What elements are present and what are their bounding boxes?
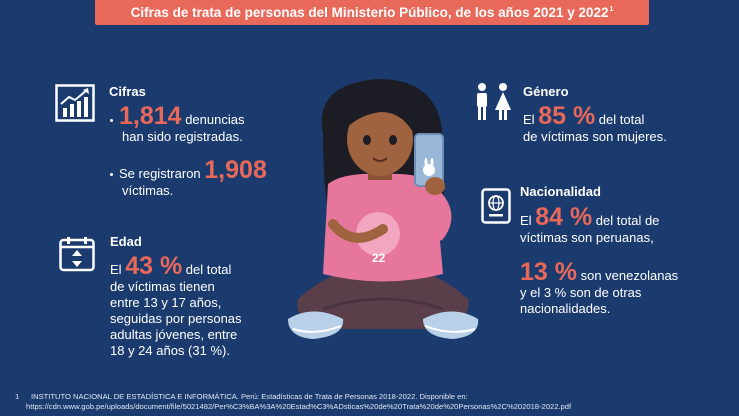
genero-prefix: El — [523, 112, 535, 127]
nacionalidad-line-1: del total de — [595, 213, 660, 228]
cifras-item-1: 1,814 denuncias han sido registradas. — [110, 104, 310, 145]
edad-prefix: El — [110, 262, 122, 277]
shirt-number: 22 — [372, 251, 386, 265]
nacionalidad-text-2: 13 % son venezolanas y el 3 % son de otr… — [520, 260, 735, 317]
edad-percent: 43 % — [125, 252, 183, 280]
edad-line-2: de víctimas tienen — [110, 279, 215, 294]
nacionalidad-percent: 84 % — [535, 203, 593, 231]
edad-heading: Edad — [110, 234, 142, 249]
passport-icon — [481, 188, 511, 224]
cifras-item-1-text-a: denuncias — [185, 112, 245, 127]
genero-line-1: del total — [598, 112, 645, 127]
gender-people-icon — [477, 83, 511, 120]
genero-text: El 85 % del total de víctimas son mujere… — [523, 104, 733, 145]
genero-heading: Género — [523, 84, 569, 99]
girl-with-phone-illustration: 22 — [288, 79, 479, 339]
nacionalidad-line-2: víctimas son peruanas, — [520, 230, 654, 245]
genero-line-2: de víctimas son mujeres. — [523, 129, 667, 144]
cifras-item-2-text-a: Se registraron — [119, 166, 201, 181]
edad-line-3: entre 13 y 17 años, — [110, 295, 222, 310]
nacionalidad-prefix: El — [520, 213, 532, 228]
footnote-number: 1 — [15, 392, 20, 401]
bullet-dot — [110, 119, 113, 123]
cifras-denuncias-number: 1,814 — [119, 102, 182, 130]
edad-line-6: 18 y 24 años (31 %). — [110, 343, 230, 358]
nacionalidad-heading: Nacionalidad — [520, 184, 601, 199]
footnote-text: INSTITUTO NACIONAL DE ESTADÍSTICA E INFO… — [31, 392, 468, 401]
bar-chart-growth-icon — [55, 84, 95, 122]
cifras-item-2: Se registraron 1,908 víctimas. — [110, 158, 310, 199]
edad-line-5: adultas jóvenes, entre — [110, 327, 238, 342]
cifras-victimas-number: 1,908 — [204, 156, 267, 184]
cifras-item-2-text-b: víctimas. — [122, 183, 174, 198]
cifras-heading: Cifras — [109, 84, 146, 99]
edad-line-4: seguidas por personas — [110, 311, 242, 326]
title-footnote-ref: 1 — [609, 6, 614, 13]
nacionalidad-text: El 84 % del total de víctimas son peruan… — [520, 205, 735, 246]
edad-text: El 43 % del total de víctimas tienen ent… — [110, 254, 310, 359]
calendar-icon — [59, 237, 95, 272]
footnote-url-link[interactable]: https://cdn.www.gob.pe/uploads/document/… — [26, 402, 572, 411]
nacionalidad-venezolanas-percent: 13 % — [520, 258, 577, 286]
footnote: 1 INSTITUTO NACIONAL DE ESTADÍSTICA E IN… — [15, 392, 730, 412]
page-title: Cifras de trata de personas del Minister… — [95, 0, 649, 25]
edad-line-1: del total — [185, 262, 232, 277]
nacionalidad-line-3: son venezolanas — [580, 268, 679, 283]
nacionalidad-line-4: y el 3 % son de otras — [520, 285, 642, 300]
cifras-item-1-text-b: han sido registradas. — [122, 129, 243, 144]
nacionalidad-line-5: nacionalidades. — [520, 301, 611, 316]
page-title-text: Cifras de trata de personas del Minister… — [130, 5, 609, 20]
genero-percent: 85 % — [538, 102, 596, 130]
bullet-dot — [110, 173, 113, 177]
